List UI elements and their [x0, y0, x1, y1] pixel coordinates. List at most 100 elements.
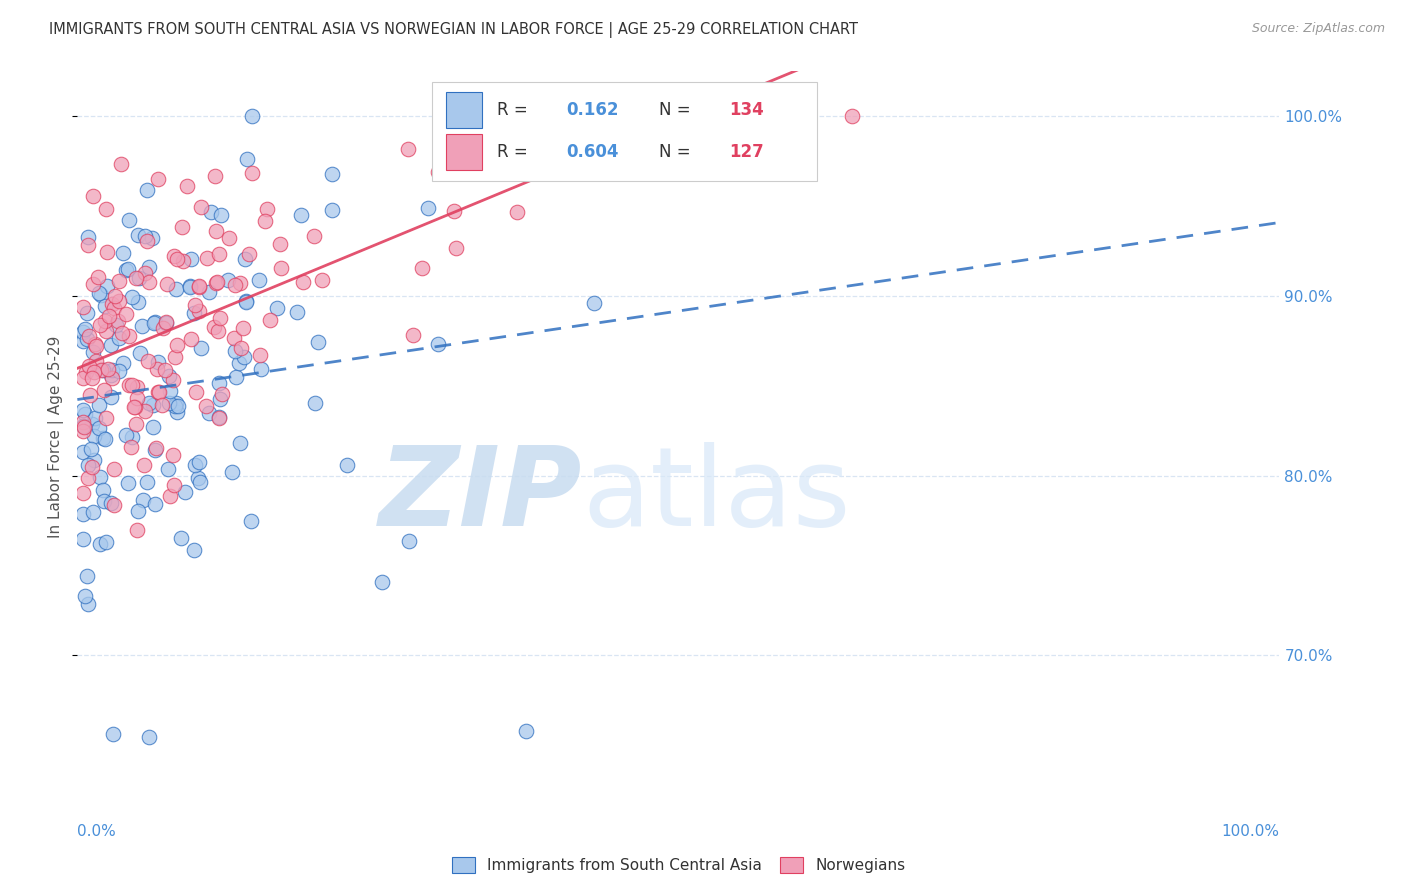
- Point: [187, 471, 209, 485]
- Point: [96, 279, 118, 293]
- Point: [195, 252, 218, 266]
- Point: [77, 359, 100, 373]
- Point: [80, 371, 103, 385]
- Point: [82, 417, 104, 431]
- Point: [87, 269, 110, 284]
- Point: [117, 261, 139, 276]
- Point: [94, 299, 117, 313]
- Point: [90, 363, 112, 377]
- Point: [136, 182, 159, 196]
- Point: [162, 373, 184, 387]
- Point: [506, 205, 529, 219]
- Point: [153, 363, 176, 377]
- Point: [188, 454, 211, 468]
- Point: [166, 338, 188, 352]
- Point: [224, 277, 246, 292]
- Point: [218, 231, 240, 245]
- Point: [89, 285, 111, 300]
- Point: [103, 462, 125, 476]
- Point: [121, 377, 143, 392]
- Point: [136, 354, 159, 368]
- Point: [136, 475, 159, 489]
- Point: [86, 339, 108, 353]
- Point: [82, 344, 104, 359]
- Point: [125, 271, 148, 285]
- Point: [100, 496, 122, 510]
- Point: [84, 354, 107, 368]
- Point: [82, 505, 104, 519]
- Point: [170, 531, 193, 545]
- Point: [96, 324, 118, 338]
- Point: [72, 371, 94, 385]
- Point: [336, 458, 359, 473]
- Point: [197, 406, 219, 420]
- Point: [143, 442, 166, 457]
- Point: [184, 458, 207, 472]
- Point: [207, 411, 229, 425]
- Point: [426, 336, 449, 351]
- Point: [100, 338, 122, 352]
- Point: [108, 331, 131, 345]
- Point: [134, 458, 156, 472]
- Point: [72, 300, 94, 314]
- Point: [202, 319, 225, 334]
- Point: [89, 318, 111, 332]
- Point: [418, 201, 440, 215]
- Text: ZIP: ZIP: [378, 442, 582, 549]
- Point: [163, 399, 186, 413]
- Point: [159, 384, 181, 398]
- Point: [152, 321, 174, 335]
- Point: [155, 315, 177, 329]
- Text: 100.0%: 100.0%: [1222, 824, 1279, 839]
- Point: [204, 169, 226, 183]
- Point: [225, 370, 247, 384]
- Text: 134: 134: [728, 101, 763, 120]
- Point: [72, 532, 94, 546]
- Point: [76, 471, 98, 485]
- Point: [150, 398, 173, 412]
- Point: [208, 392, 231, 406]
- Point: [142, 419, 165, 434]
- FancyBboxPatch shape: [432, 82, 817, 181]
- Point: [401, 327, 423, 342]
- Point: [84, 337, 107, 351]
- Point: [249, 362, 271, 376]
- Point: [166, 252, 188, 266]
- Point: [72, 444, 94, 458]
- Point: [72, 416, 94, 430]
- Point: [117, 475, 139, 490]
- Point: [121, 290, 143, 304]
- Point: [108, 294, 131, 309]
- Point: [93, 383, 115, 397]
- Point: [157, 369, 180, 384]
- Point: [841, 109, 863, 123]
- Point: [93, 493, 115, 508]
- Point: [221, 465, 243, 479]
- Point: [145, 441, 167, 455]
- Point: [148, 385, 170, 400]
- Point: [138, 260, 160, 274]
- Point: [235, 295, 257, 310]
- Point: [228, 276, 250, 290]
- Point: [127, 523, 149, 537]
- Point: [148, 172, 170, 186]
- Point: [240, 109, 263, 123]
- Point: [118, 328, 141, 343]
- Point: [183, 542, 205, 557]
- Point: [72, 486, 94, 500]
- Text: R =: R =: [496, 143, 533, 161]
- Point: [162, 448, 184, 462]
- Point: [80, 442, 103, 457]
- Point: [76, 332, 98, 346]
- Point: [103, 727, 125, 741]
- Point: [91, 363, 114, 377]
- Point: [115, 428, 138, 442]
- Point: [156, 277, 179, 291]
- Point: [321, 167, 343, 181]
- Point: [75, 322, 97, 336]
- Point: [79, 388, 101, 402]
- Point: [108, 364, 131, 378]
- Point: [443, 203, 465, 218]
- Point: [291, 276, 314, 290]
- Point: [253, 214, 276, 228]
